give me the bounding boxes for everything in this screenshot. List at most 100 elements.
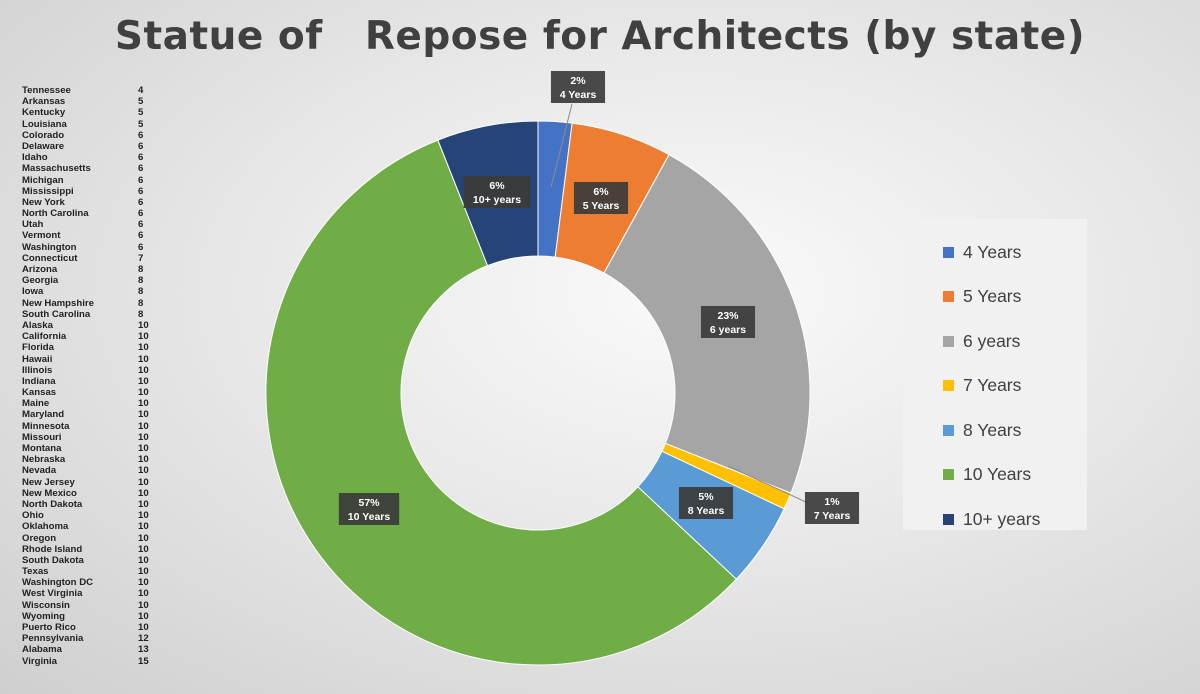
state-years-value: 8: [138, 264, 144, 275]
state-row: Oklahoma 10: [22, 521, 152, 532]
state-years-value: 8: [138, 275, 144, 287]
state-row: Arkansas 5: [22, 96, 152, 107]
legend-item: 7 Years: [903, 364, 1087, 409]
legend-label: 8 Years: [963, 419, 1022, 440]
state-row: Idaho 6: [22, 152, 152, 163]
state-row: Maine 10: [22, 398, 152, 409]
state-row: Delaware 6: [22, 141, 152, 152]
state-row: Pennsylvania 12: [22, 633, 152, 644]
state-row: Florida 10: [22, 342, 152, 353]
legend-swatch: [943, 335, 954, 347]
slices-layer: [265, 120, 811, 666]
legend-label: 6 years: [963, 330, 1021, 351]
legend-swatch: [943, 469, 954, 481]
state-years-value: 10: [138, 521, 149, 533]
data-label-percent: 57%: [358, 497, 380, 509]
legend-label: 7 Years: [963, 375, 1022, 396]
state-name: Texas: [22, 566, 49, 578]
state-years-value: 10: [138, 566, 149, 578]
state-years-value: 10: [138, 420, 149, 432]
state-years-value: 6: [138, 174, 144, 186]
state-row: Kansas 10: [22, 387, 152, 398]
state-name: Wyoming: [22, 610, 65, 622]
state-name: Ohio: [22, 510, 44, 522]
state-years-value: 10: [138, 622, 149, 633]
state-years-value: 8: [138, 286, 144, 298]
state-years-value: 6: [138, 230, 144, 242]
state-name: Utah: [22, 219, 44, 231]
state-name: Louisiana: [22, 118, 67, 130]
state-years-value: 8: [138, 297, 144, 309]
state-name: Arizona: [22, 264, 58, 275]
state-row: Wyoming 10: [22, 611, 152, 622]
state-row: Washington DC 10: [22, 577, 152, 588]
state-row: Ohio 10: [22, 510, 152, 521]
state-name: Washington: [22, 241, 77, 253]
legend-item: 4 Years: [903, 230, 1087, 275]
state-years-value: 5: [138, 96, 144, 108]
state-years-value: 10: [138, 588, 149, 600]
chart-title: Statue of Repose for Architects (by stat…: [114, 14, 1086, 59]
data-label-box: [338, 493, 400, 525]
state-years-value: 10: [138, 476, 149, 488]
legend-swatch: [943, 513, 954, 525]
data-label-percent: 6%: [489, 180, 505, 192]
state-name: Maryland: [22, 409, 65, 421]
data-label: 57% 10 Years: [338, 493, 400, 525]
data-label-category: 8 Years: [688, 505, 725, 517]
state-name: Connecticut: [22, 252, 78, 264]
state-years-value: 10: [138, 465, 149, 477]
state-row: California 10: [22, 331, 152, 342]
data-label: 6% 5 Years: [573, 182, 629, 214]
state-years-value: 12: [138, 633, 149, 645]
state-name: North Carolina: [22, 208, 89, 220]
state-years-value: 10: [138, 543, 149, 555]
state-name: Rhode Island: [22, 543, 83, 555]
data-label-box: [463, 176, 531, 208]
state-years-value: 10: [138, 599, 149, 611]
state-years-value: 6: [138, 152, 144, 164]
state-row: Rhode Island 10: [22, 544, 152, 555]
state-row: Arizona 8: [22, 264, 152, 275]
legend-swatch: [943, 380, 954, 392]
data-label-category: 7 Years: [814, 510, 851, 522]
state-row: North Carolina 6: [22, 208, 152, 219]
state-name: Nebraska: [22, 454, 66, 466]
state-name: Oregon: [22, 532, 57, 544]
state-name: Puerto Rico: [22, 622, 76, 633]
state-row: Utah 6: [22, 219, 152, 230]
state-row: New Jersey 10: [22, 477, 152, 488]
state-name: Illinois: [22, 364, 53, 376]
state-row: Indiana 10: [22, 376, 152, 387]
data-label-percent: 5%: [698, 491, 714, 503]
state-name: Massachusetts: [22, 163, 91, 175]
state-years-value: 10: [138, 454, 149, 466]
state-years-value: 6: [138, 219, 144, 231]
data-label-box: [804, 492, 860, 524]
state-years-value: 6: [138, 163, 144, 175]
state-row: New Hampshire 8: [22, 298, 152, 309]
state-name: North Dakota: [22, 498, 83, 510]
state-row: Nebraska 10: [22, 454, 152, 465]
data-label-box: [678, 487, 734, 519]
state-name: Alaska: [22, 319, 53, 331]
state-name: Hawaii: [22, 353, 53, 365]
state-name: Nevada: [22, 465, 57, 477]
state-row: Illinois 10: [22, 365, 152, 376]
state-name: Mississippi: [22, 185, 74, 197]
state-name: Delaware: [22, 140, 65, 152]
state-years-value: 10: [138, 610, 149, 622]
state-row: Connecticut 7: [22, 253, 152, 264]
data-labels-layer: 2% 4 Years 6% 5 Years 23% 6 years 1% 7 Years 5% 8…: [338, 71, 860, 525]
state-row: Virginia 15: [22, 656, 152, 667]
state-name: New Jersey: [22, 476, 75, 488]
data-label: 1% 7 Years: [804, 492, 860, 524]
state-years-value: 6: [138, 185, 144, 197]
state-years-value: 10: [138, 342, 149, 354]
legend-label: 5 Years: [963, 286, 1022, 307]
state-row: Michigan 6: [22, 175, 152, 186]
legend-swatch: [943, 424, 954, 436]
state-years-value: 10: [138, 443, 149, 454]
legend-item: 5 Years: [903, 275, 1087, 320]
state-name: Idaho: [22, 152, 48, 164]
